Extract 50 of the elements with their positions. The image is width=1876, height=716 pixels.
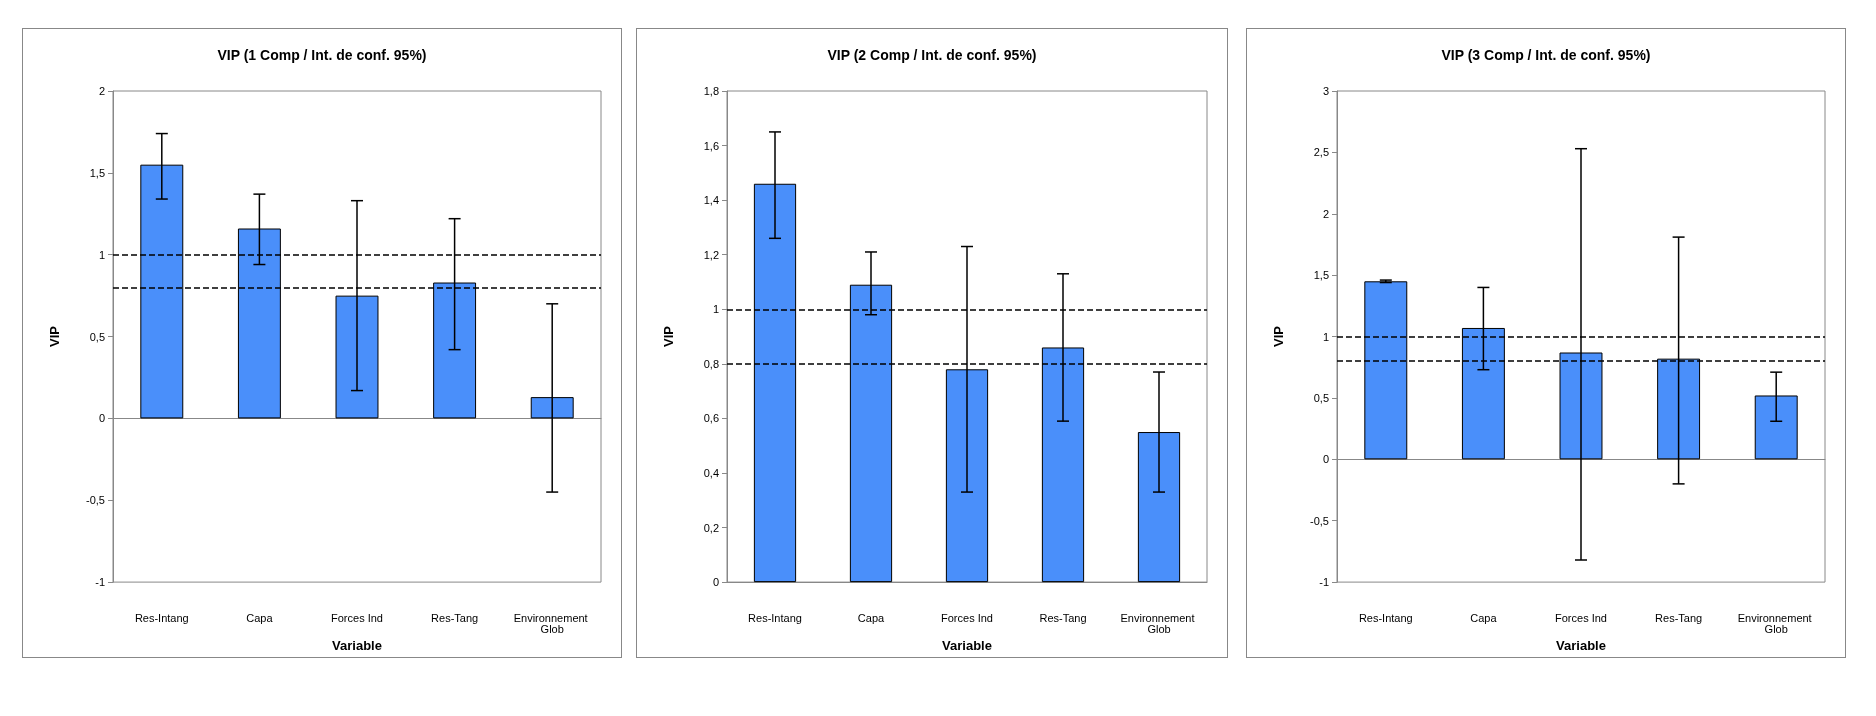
y-tick-label: -0,5 [86, 494, 105, 507]
x-tick-label: Forces Ind [1555, 611, 1607, 624]
y-tick-label: 2 [98, 85, 105, 97]
y-tick-label: 1,4 [703, 194, 719, 207]
y-tick-label: -1 [95, 576, 105, 589]
x-tick-label: Res-Intang [1358, 611, 1413, 624]
y-tick-label: 1,8 [703, 85, 719, 97]
y-tick-label: 0,8 [703, 357, 719, 370]
x-tick-label: Environnement Glob [513, 611, 591, 635]
y-axis-title: VIP [47, 325, 62, 348]
y-tick-label: -0,5 [1310, 514, 1329, 527]
chart-title: VIP (2 Comp / Int. de conf. 95%) [827, 47, 1037, 63]
x-tick-label: Res-Tang [1039, 611, 1087, 624]
x-axis-title: Variable [1556, 638, 1606, 653]
y-tick-label: 1 [98, 248, 105, 261]
y-tick-label: 0,4 [703, 466, 719, 479]
chart-title: VIP (1 Comp / Int. de conf. 95%) [217, 47, 427, 63]
x-tick-label: Res-Tang [431, 611, 479, 624]
x-axis-title: Variable [332, 638, 382, 653]
y-tick-label: 2,5 [1313, 146, 1329, 159]
y-tick-label: 0 [712, 576, 719, 589]
x-tick-label: Forces Ind [331, 611, 383, 624]
y-tick-label: 1 [1322, 330, 1329, 343]
x-tick-label: Res-Tang [1655, 611, 1703, 624]
x-tick-label: Capa [1470, 611, 1498, 624]
y-tick-label: 0 [98, 412, 105, 425]
y-tick-label: 1,2 [703, 248, 719, 261]
y-tick-label: 3 [1322, 85, 1329, 97]
x-tick-label: Environnement Glob [1737, 611, 1815, 635]
y-tick-label: -1 [1319, 576, 1329, 589]
y-tick-label: 0 [1322, 453, 1329, 466]
y-tick-label: 1,6 [703, 139, 719, 152]
x-tick-label: Capa [246, 611, 274, 624]
x-tick-label: Capa [857, 611, 886, 624]
y-tick-label: 2 [1322, 207, 1329, 220]
x-tick-label: Forces Ind [941, 611, 993, 624]
y-tick-label: 0,5 [1313, 391, 1329, 404]
y-axis-title: VIP [661, 325, 676, 348]
x-tick-label: Res-Intang [134, 611, 189, 624]
x-axis-title: Variable [942, 638, 992, 653]
x-tick-label: Environnement Glob [1120, 611, 1198, 635]
y-tick-label: 1,5 [1313, 269, 1329, 282]
chart-title: VIP (3 Comp / Int. de conf. 95%) [1441, 47, 1651, 63]
y-tick-label: 1 [712, 303, 719, 316]
y-axis-title: VIP [1271, 325, 1286, 348]
y-tick-label: 0,2 [703, 521, 719, 534]
x-tick-label: Res-Intang [748, 611, 802, 624]
y-tick-label: 0,5 [89, 330, 105, 343]
y-tick-label: 0,6 [703, 412, 719, 425]
y-tick-label: 1,5 [89, 166, 105, 179]
